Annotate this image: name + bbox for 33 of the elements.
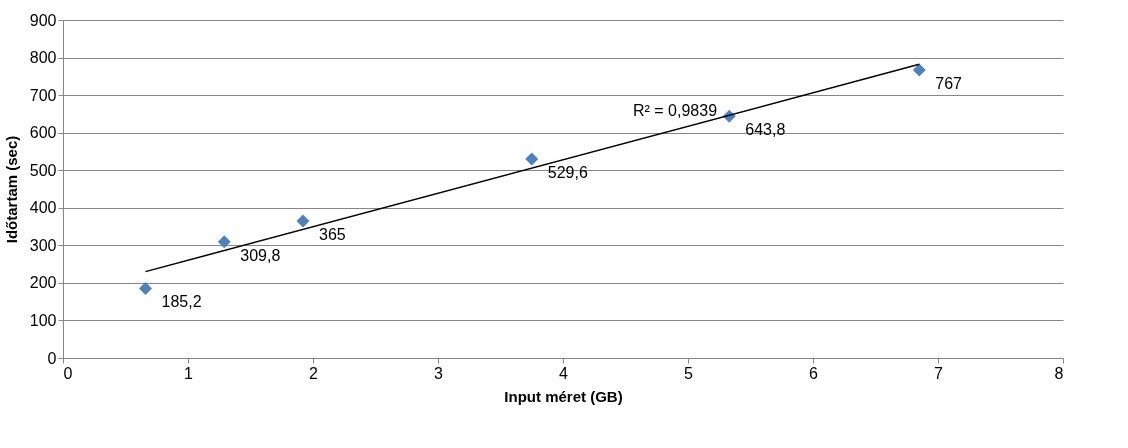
x-tick-label: 7 (934, 364, 944, 382)
data-label: 529,6 (547, 164, 588, 182)
data-label: 185,2 (161, 293, 202, 311)
y-tick-label: 200 (29, 274, 57, 292)
y-axis-title: Időtartam (sec) (2, 135, 20, 244)
x-tick-label: 2 (309, 364, 319, 382)
y-tick-label: 300 (29, 236, 57, 254)
y-tick-label: 400 (29, 199, 57, 217)
data-label: 767 (935, 74, 963, 92)
y-tick-label: 0 (47, 349, 57, 367)
y-tick-label: 800 (29, 49, 57, 67)
point (217, 235, 231, 249)
point (912, 63, 926, 77)
x-tick-label: 1 (184, 364, 194, 382)
y-tick-label: 700 (29, 86, 57, 104)
data-label: 643,8 (745, 121, 786, 139)
y-tick-label: 500 (29, 161, 57, 179)
y-tick-label: 900 (29, 11, 57, 29)
point (138, 281, 153, 295)
x-tick-label: 8 (1054, 364, 1064, 382)
point (296, 214, 310, 228)
x-axis-title: Input méret (GB) (504, 387, 623, 405)
x-tick-label: 0 (63, 364, 73, 382)
x-tick-label: 5 (684, 364, 694, 382)
x-tick-label: 6 (809, 364, 819, 382)
data-label: 309,8 (240, 246, 281, 264)
y-tick-label: 100 (29, 311, 57, 329)
y-tick-label: 600 (29, 124, 57, 142)
data-label: 365 (319, 225, 346, 243)
annotation: R² = 0,9839 (633, 102, 718, 120)
x-tick-label: 4 (559, 364, 569, 382)
x-tick-label: 3 (434, 364, 444, 382)
point (525, 152, 539, 166)
